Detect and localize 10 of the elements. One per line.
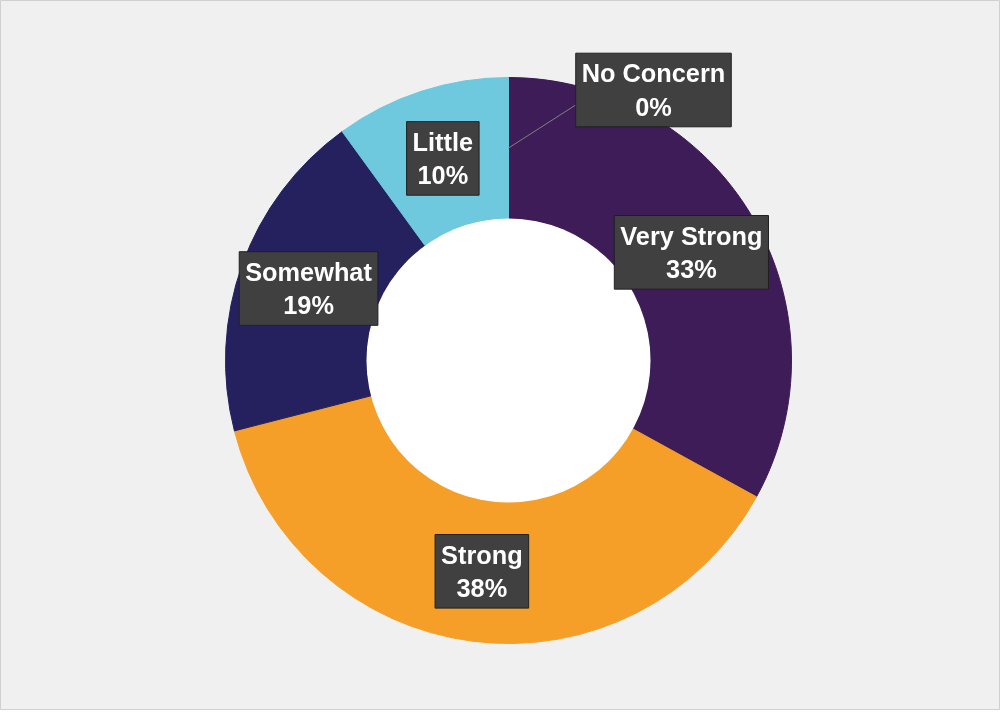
data-label: 33%: [666, 255, 717, 284]
slice-label: Somewhat: [245, 257, 373, 286]
text: 0%: [635, 92, 672, 121]
slice-label: Strong: [441, 540, 523, 569]
slice-label: Very Strong: [620, 221, 763, 250]
data-label: 10%: [417, 161, 469, 190]
data-label: 19%: [283, 291, 334, 320]
category-label: No Concern: [581, 59, 726, 88]
data-label: 38%: [456, 574, 508, 603]
slice-label: Little: [412, 127, 474, 156]
